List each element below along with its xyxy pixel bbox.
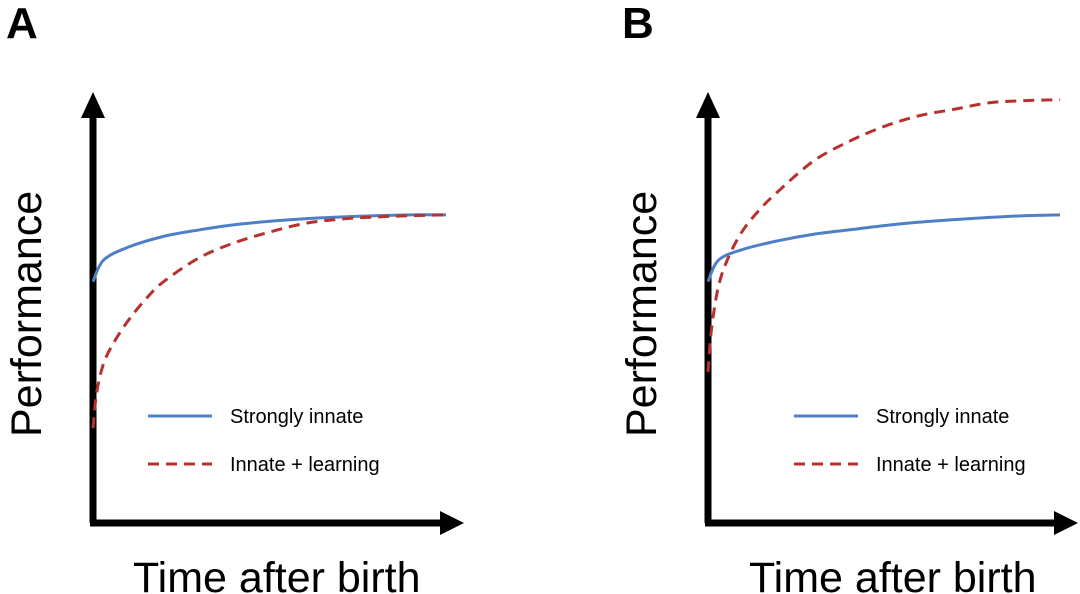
panel-b: B Strongly innate Innate + learning Time… [618,0,1078,594]
panel-b-series-strongly-innate-line [706,213,1061,283]
panel-a-x-axis-title: Time after birth [133,554,421,594]
panel-a-x-axis-arrow [440,511,464,535]
panel-a: A Strongly innate Innate + learning Time… [3,0,464,594]
panel-a-letter: A [6,0,38,48]
panel-b-letter: B [622,0,654,48]
panel-b-legend-strongly-innate: Strongly innate [876,406,1009,428]
panel-b-y-axis-arrow [696,92,720,118]
panel-a-series-strongly-innate-line [91,213,447,283]
panel-a-legend-strongly-innate: Strongly innate [230,406,363,428]
panel-b-y-axis-title: Performance [618,191,666,437]
panel-b-x-axis-title: Time after birth [749,554,1037,594]
panel-a-y-axis-title: Performance [3,191,51,437]
panel-a-series-innate-learning-line [91,213,447,429]
panel-a-legend-innate-learning: Innate + learning [230,454,380,476]
panel-b-legend-innate-learning: Innate + learning [876,454,1026,476]
panel-b-series-innate-learning-line [706,98,1061,373]
panel-b-x-axis-arrow [1054,511,1078,535]
panel-a-y-axis-arrow [81,92,105,118]
